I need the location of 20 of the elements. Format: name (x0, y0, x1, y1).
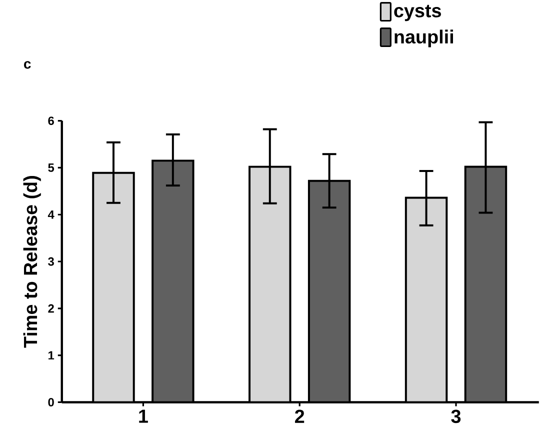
x-tick-label: 1 (139, 410, 148, 423)
y-tick-label: 1 (48, 351, 54, 360)
legend-label: nauplii (394, 30, 453, 48)
y-tick-label: 6 (48, 116, 54, 125)
bar (152, 160, 194, 402)
bar (92, 172, 135, 402)
text: c (24, 61, 31, 69)
bar (404, 196, 448, 402)
y-tick-label: 3 (48, 257, 54, 266)
y-tick-label: 2 (48, 304, 54, 313)
bar (248, 166, 292, 402)
bar (464, 166, 508, 402)
x-tick-label: 2 (295, 410, 304, 423)
y-tick-label: 5 (48, 163, 54, 172)
legend-label: cysts (394, 4, 441, 22)
y-tick-label: 4 (48, 210, 54, 219)
x-tick-label: 3 (451, 410, 461, 424)
y-tick-label: 0 (48, 398, 54, 406)
bar (308, 180, 351, 402)
y-axis-title: Time to Release (d) (23, 176, 41, 348)
